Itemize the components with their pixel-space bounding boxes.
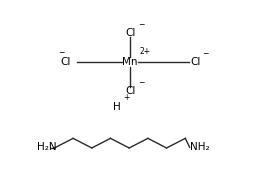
Text: −: − <box>138 20 144 29</box>
Text: −: − <box>203 49 209 58</box>
Text: H: H <box>113 102 120 112</box>
Text: Cl: Cl <box>60 57 70 67</box>
Text: −: − <box>58 48 64 57</box>
Text: H₂N: H₂N <box>37 142 56 152</box>
Text: −: − <box>138 78 144 87</box>
Text: Cl: Cl <box>125 86 135 96</box>
Text: NH₂: NH₂ <box>190 142 210 152</box>
Text: 2+: 2+ <box>140 47 151 56</box>
Text: +: + <box>123 94 130 102</box>
Text: Cl: Cl <box>125 28 135 38</box>
Text: Mn: Mn <box>122 57 138 67</box>
Text: Cl: Cl <box>190 57 200 67</box>
